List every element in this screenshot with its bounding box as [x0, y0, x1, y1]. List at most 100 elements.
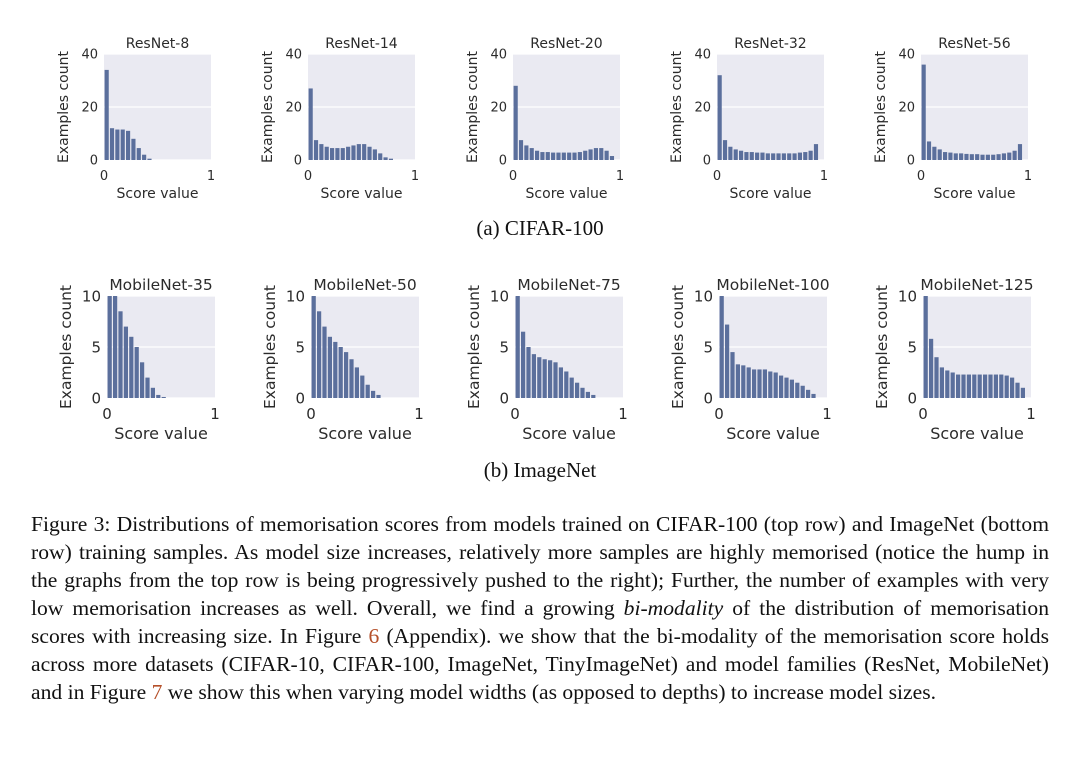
- histogram-bar: [808, 150, 813, 160]
- x-axis-label: Score value: [321, 186, 403, 202]
- histogram-bar: [795, 382, 800, 398]
- histogram-bar: [929, 338, 934, 398]
- histogram-bar: [768, 371, 773, 398]
- subcaption-cifar100: (a) CIFAR-100: [476, 216, 604, 240]
- x-axis-label: Score value: [526, 186, 608, 202]
- histogram-bar: [735, 364, 740, 398]
- histogram-bar: [354, 367, 359, 398]
- y-tick-label: 5: [499, 338, 509, 356]
- histogram-bar: [975, 154, 980, 160]
- x-tick-label: 1: [210, 405, 220, 423]
- y-tick-label: 0: [499, 389, 509, 407]
- histogram-bar: [340, 148, 345, 160]
- histogram-bar: [311, 296, 316, 398]
- histogram-bar: [569, 377, 574, 398]
- y-tick-label: 40: [81, 48, 98, 63]
- y-tick-label: 5: [907, 338, 917, 356]
- histogram-bar: [383, 157, 388, 160]
- x-axis-label: Score value: [522, 424, 616, 443]
- x-tick-label: 0: [713, 169, 721, 184]
- histogram-bar: [545, 152, 550, 160]
- histogram-bar: [1015, 382, 1020, 398]
- histogram-bar: [787, 153, 792, 160]
- figure-7-link[interactable]: 7: [151, 680, 163, 704]
- y-axis-label: Examples count: [261, 285, 279, 409]
- y-tick-label: 0: [499, 154, 507, 169]
- histogram-bar: [109, 128, 115, 160]
- histogram-bar: [147, 158, 152, 160]
- histogram-bar: [123, 326, 128, 398]
- x-tick-label: 1: [1026, 405, 1036, 423]
- histogram-bar: [961, 374, 966, 398]
- histogram-bar: [521, 331, 526, 398]
- histogram-bar: [324, 146, 329, 160]
- histogram-bar: [104, 69, 109, 160]
- histogram-bar: [113, 296, 118, 398]
- histogram-bar: [755, 152, 760, 160]
- y-axis-label: Examples count: [669, 285, 687, 409]
- histogram-bar: [959, 153, 964, 160]
- y-tick-label: 0: [907, 154, 915, 169]
- histogram-bar: [939, 367, 944, 398]
- histogram-bar: [813, 144, 819, 160]
- histogram-bar: [367, 146, 372, 160]
- histogram-bar: [964, 153, 969, 160]
- histogram-bar: [535, 150, 540, 160]
- histogram-bar: [351, 145, 356, 160]
- histogram-bar: [773, 372, 778, 398]
- y-tick-label: 20: [490, 101, 507, 116]
- histogram-bar: [1007, 152, 1012, 160]
- histogram-bar: [923, 296, 928, 398]
- histogram-bar: [717, 75, 722, 160]
- histogram-bar: [142, 154, 147, 160]
- histogram-bar: [969, 154, 974, 160]
- histogram-bar: [604, 150, 609, 160]
- histogram-bar: [580, 387, 585, 398]
- y-axis-label: Examples count: [57, 285, 75, 409]
- histogram-bar: [136, 148, 141, 160]
- y-axis-label: Examples count: [873, 51, 889, 163]
- histogram-bar: [746, 367, 751, 398]
- x-tick-label: 0: [510, 405, 520, 423]
- histogram-bar: [985, 154, 990, 160]
- subcaption-imagenet: (b) ImageNet: [483, 458, 597, 482]
- histogram-bar: [365, 384, 370, 398]
- histogram-bar: [518, 140, 524, 160]
- x-axis-label: Score value: [934, 186, 1016, 202]
- histogram-bar: [811, 393, 816, 398]
- figure-caption: Figure 3: Distributions of memorisation …: [31, 510, 1049, 706]
- x-axis-label: Score value: [114, 424, 208, 443]
- y-tick-label: 20: [285, 101, 302, 116]
- x-tick-label: 1: [1024, 169, 1032, 184]
- y-axis-label: Examples count: [873, 285, 891, 409]
- chart-title: ResNet-20: [530, 36, 602, 52]
- figure-6-link[interactable]: 6: [368, 624, 380, 648]
- histogram-bar: [327, 336, 332, 398]
- histogram-bar: [730, 352, 735, 398]
- y-tick-label: 0: [294, 154, 302, 169]
- histogram-bar: [515, 296, 520, 398]
- histogram-bar: [333, 341, 338, 398]
- histogram-bar: [733, 149, 738, 160]
- histogram-bar: [950, 372, 955, 398]
- y-axis-label: Examples count: [465, 51, 481, 163]
- caption-text-1: Figure 3: Distributions of memorisation …: [31, 512, 1049, 620]
- y-tick-label: 10: [286, 287, 305, 305]
- histogram-bar: [346, 146, 351, 160]
- histogram-bar: [330, 148, 335, 160]
- histogram-bar: [993, 374, 998, 398]
- histogram-bar: [360, 375, 365, 398]
- histogram-bar: [806, 389, 811, 398]
- histogram-bar: [308, 88, 313, 160]
- histogram-bar: [1004, 375, 1009, 398]
- x-tick-label: 1: [618, 405, 628, 423]
- histogram-bar: [792, 153, 797, 160]
- x-tick-label: 0: [918, 405, 928, 423]
- x-axis-label: Score value: [726, 424, 820, 443]
- histogram-bar: [988, 374, 993, 398]
- histogram-bar: [1012, 150, 1017, 160]
- histogram-bar: [762, 369, 767, 398]
- histogram-bar: [376, 394, 381, 398]
- y-tick-label: 0: [295, 389, 305, 407]
- y-tick-label: 0: [703, 389, 713, 407]
